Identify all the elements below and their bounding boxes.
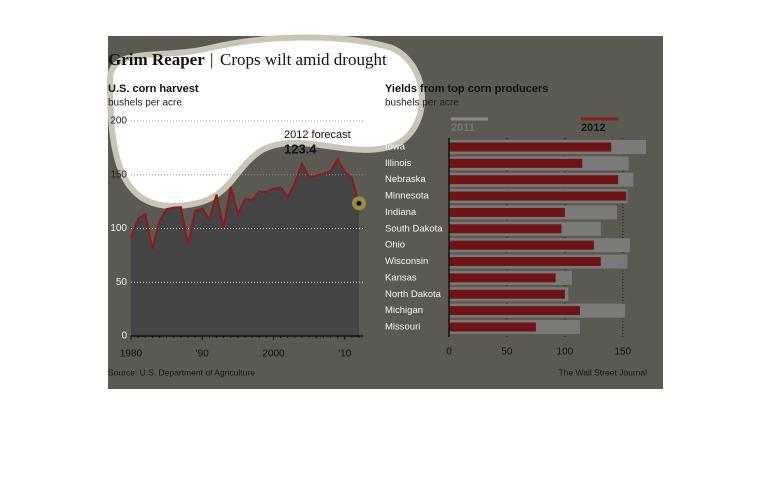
category-label: Ohio: [385, 240, 405, 251]
category-label: Iowa: [385, 142, 406, 153]
x-tick-label: '10: [338, 349, 351, 360]
bar-axis-label: bushels per acre: [385, 98, 459, 109]
bar: [449, 273, 556, 283]
line-title: U.S. corn harvest: [108, 83, 199, 95]
forecast-label: 123.4: [284, 141, 317, 156]
x-tick-label: 150: [614, 347, 631, 358]
category-label: Nebraska: [385, 174, 426, 185]
bar: [449, 207, 565, 217]
category-label: Minnesota: [385, 191, 430, 202]
credit: The Wall Street Journal: [559, 367, 648, 377]
blob-overlay: [106, 34, 425, 210]
x-tick-label: 0: [446, 347, 452, 358]
x-tick-label: 2000: [262, 349, 285, 360]
y-tick-label: 0: [121, 331, 127, 342]
bar: [449, 191, 627, 201]
bar: [449, 322, 536, 332]
line: [130, 157, 360, 250]
category-label: Wisconsin: [385, 256, 428, 267]
category-label: Kansas: [385, 272, 417, 283]
category-label: Indiana: [385, 207, 417, 218]
bar-title: Yields from top corn producers: [385, 83, 548, 95]
bar: [449, 175, 619, 185]
bar: [449, 289, 565, 299]
bar: [449, 257, 601, 267]
y-tick-label: 100: [110, 223, 127, 234]
legend-label: 2012: [581, 122, 605, 134]
title-separator: |: [210, 50, 213, 69]
source: Source: U.S. Department of Agriculture: [108, 367, 255, 377]
bar: [449, 158, 583, 168]
area: [131, 159, 359, 336]
line-axis-label: bushels per acre: [108, 98, 182, 109]
page-title: Grim Reaper: [108, 50, 205, 69]
forecast-point: [356, 200, 362, 206]
x-tick-label: 50: [501, 347, 513, 358]
bar: [449, 306, 580, 316]
y-tick-label: 50: [116, 277, 128, 288]
category-label: Illinois: [385, 158, 412, 169]
bar: [449, 224, 562, 234]
bar: [449, 240, 594, 250]
x-tick-label: 1980: [120, 349, 143, 360]
y-tick-label: 200: [110, 116, 127, 127]
x-tick-label: 100: [557, 347, 574, 358]
y-tick-label: 150: [110, 169, 127, 180]
annotation: 2012 forecast: [284, 129, 351, 141]
category-label: North Dakota: [385, 289, 442, 300]
page-subtitle: Crops wilt amid drought: [220, 50, 387, 69]
category-label: South Dakota: [385, 223, 443, 234]
category-label: Missouri: [385, 321, 420, 332]
bar: [449, 142, 612, 152]
legend-label: 2011: [451, 122, 475, 134]
category-label: Michigan: [385, 305, 423, 316]
x-tick-label: '90: [196, 349, 209, 360]
